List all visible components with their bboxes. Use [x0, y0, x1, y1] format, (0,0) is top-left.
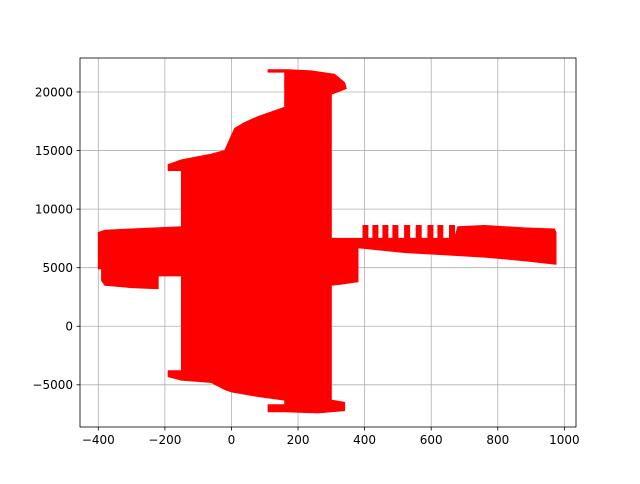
- y-axis: −5000 0 5000 10000 15000 20000: [32, 85, 80, 392]
- y-tick-label: −5000: [32, 378, 73, 392]
- y-tick-label: 20000: [35, 85, 73, 99]
- x-axis: −400 −200 0 200 400 600 800 1000: [82, 427, 580, 447]
- x-tick-label: 400: [353, 433, 376, 447]
- x-tick-label: −400: [82, 433, 115, 447]
- x-tick-label: 600: [420, 433, 443, 447]
- y-tick-label: 15000: [35, 144, 73, 158]
- y-tick-label: 5000: [42, 261, 73, 275]
- x-tick-label: 0: [228, 433, 236, 447]
- x-tick-label: 200: [287, 433, 310, 447]
- x-tick-label: −200: [148, 433, 181, 447]
- x-tick-label: 1000: [549, 433, 580, 447]
- filled-region-0: [97, 69, 557, 414]
- x-tick-label: 800: [486, 433, 509, 447]
- y-tick-label: 10000: [35, 202, 73, 216]
- plot-area: [97, 69, 557, 414]
- plot-frame: [79, 57, 577, 428]
- y-tick-label: 0: [65, 320, 73, 334]
